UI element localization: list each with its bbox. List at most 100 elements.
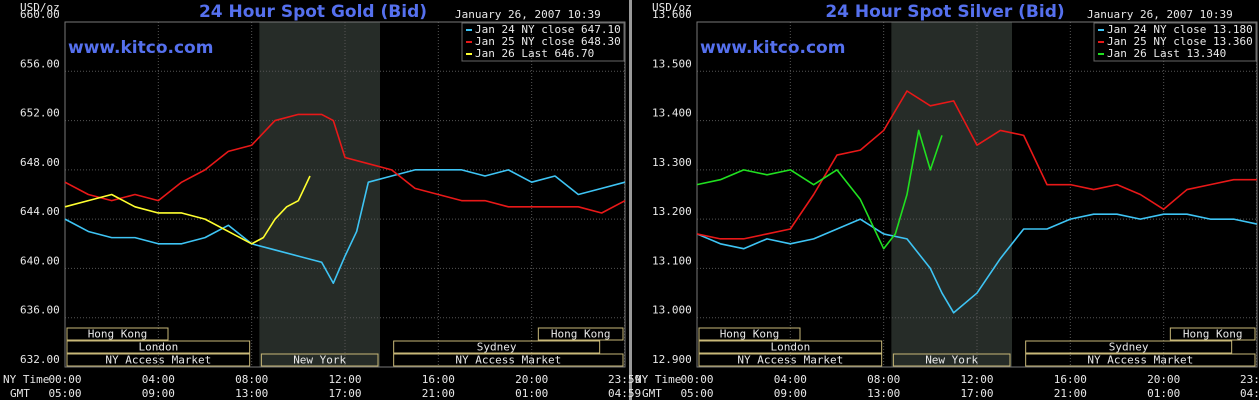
legend-entry: Jan 25 NY close 648.30 [475, 35, 621, 48]
x-tick-label: 23:59 [608, 373, 641, 386]
x2-tick-label: 01:00 [515, 387, 548, 400]
session-label: NY Access Market [455, 354, 561, 367]
x2-tick-label: 13:00 [867, 387, 900, 400]
panel-divider [629, 0, 632, 400]
legend-entry: Jan 26 Last 13.340 [1107, 47, 1226, 60]
y-tick-label: 648.00 [20, 156, 60, 169]
session-box [1025, 353, 1256, 367]
y-tick-label: 636.00 [20, 304, 60, 317]
session-label: London [138, 341, 178, 354]
y-tick-label: 644.00 [20, 205, 60, 218]
session-label: Hong Kong [720, 328, 780, 341]
x2-tick-label: 01:00 [1147, 387, 1180, 400]
x-tick-label: 08:00 [867, 373, 900, 386]
x-tick-label: 16:00 [1054, 373, 1087, 386]
y-tick-label: 13.200 [652, 205, 692, 218]
session-box [1169, 327, 1256, 341]
y-tick-label: 13.400 [652, 107, 692, 120]
shade [891, 22, 1012, 367]
watermark: www.kitco.com [700, 38, 845, 58]
y-tick-label: 12.900 [652, 353, 692, 366]
session-box [1025, 340, 1233, 354]
legend-entry: Jan 24 NY close 13.180 [1107, 23, 1253, 36]
series-line [696, 213, 1258, 314]
x-tick-label: 12:00 [960, 373, 993, 386]
session-label: Sydney [477, 341, 517, 354]
session-label: London [770, 341, 810, 354]
legend-entry: Jan 25 NY close 13.360 [1107, 35, 1253, 48]
session-label: Hong Kong [88, 328, 148, 341]
x-tick-label: 00:00 [680, 373, 713, 386]
x-tick-label: 12:00 [328, 373, 361, 386]
watermark: www.kitco.com [68, 38, 213, 58]
y-tick-label: 13.300 [652, 156, 692, 169]
session-box [393, 340, 601, 354]
session-box [892, 353, 1011, 367]
session-box [698, 340, 883, 354]
shade [259, 22, 380, 367]
session-box [698, 353, 883, 367]
session-box [537, 327, 624, 341]
x2-tick-label: 17:00 [328, 387, 361, 400]
x-tick-label: 23:59 [1240, 373, 1259, 386]
y-tick-label: 640.00 [20, 254, 60, 267]
session-label: NY Access Market [1087, 354, 1193, 367]
y-axis-label: USD/oz [652, 1, 692, 14]
x2-tick-label: 21:00 [1054, 387, 1087, 400]
x-tick-label: 08:00 [235, 373, 268, 386]
legend-entry: Jan 24 NY close 647.10 [475, 23, 621, 36]
y-tick-label: 652.00 [20, 107, 60, 120]
y-tick-label: 13.600 [652, 8, 692, 21]
session-box [393, 353, 624, 367]
session-box [66, 327, 169, 341]
session-label: NY Access Market [105, 354, 211, 367]
x2-tick-label: 21:00 [422, 387, 455, 400]
x2-tick-label: 04:59 [1240, 387, 1259, 400]
series-line [696, 90, 1257, 240]
x2-tick-label: 05:00 [48, 387, 81, 400]
plot-frame [64, 21, 626, 368]
series-line [64, 169, 626, 285]
x2-tick-label: 05:00 [680, 387, 713, 400]
y-tick-label: 13.100 [652, 254, 692, 267]
session-box [66, 353, 251, 367]
session-label: New York [925, 354, 978, 367]
y-tick-label: 13.000 [652, 304, 692, 317]
session-label: Hong Kong [551, 328, 611, 341]
timestamp: January 26, 2007 10:39 [455, 8, 601, 21]
session-label: NY Access Market [737, 354, 843, 367]
session-label: New York [293, 354, 346, 367]
legend-frame [1093, 22, 1257, 62]
y-tick-label: 632.00 [20, 353, 60, 366]
session-label: Sydney [1109, 341, 1149, 354]
series-line [64, 175, 311, 245]
legend-entry: Jan 26 Last 646.70 [475, 47, 594, 60]
series-line [696, 129, 943, 250]
x2-tick-label: 04:59 [608, 387, 641, 400]
chart-title: 24 Hour Spot Gold (Bid) [199, 2, 427, 22]
plot-frame [696, 21, 1258, 368]
x2-tick-label: 09:00 [142, 387, 175, 400]
x-axis-label: NY Time [3, 373, 49, 386]
session-box [260, 353, 379, 367]
series-line [64, 113, 626, 214]
y-tick-label: 13.500 [652, 57, 692, 70]
x-tick-label: 20:00 [515, 373, 548, 386]
x2-tick-label: 09:00 [774, 387, 807, 400]
y-axis-label: USD/oz [20, 1, 60, 14]
x-tick-label: 16:00 [422, 373, 455, 386]
legend-frame [461, 22, 625, 62]
x2-tick-label: 13:00 [235, 387, 268, 400]
x-tick-label: 00:00 [48, 373, 81, 386]
x-tick-label: 04:00 [774, 373, 807, 386]
session-box [66, 340, 251, 354]
x2-tick-label: 17:00 [960, 387, 993, 400]
session-box [698, 327, 801, 341]
x-tick-label: 04:00 [142, 373, 175, 386]
x2-axis-label: GMT [642, 387, 662, 400]
timestamp: January 26, 2007 10:39 [1087, 8, 1233, 21]
y-tick-label: 660.00 [20, 8, 60, 21]
x2-axis-label: GMT [10, 387, 30, 400]
session-label: Hong Kong [1183, 328, 1243, 341]
